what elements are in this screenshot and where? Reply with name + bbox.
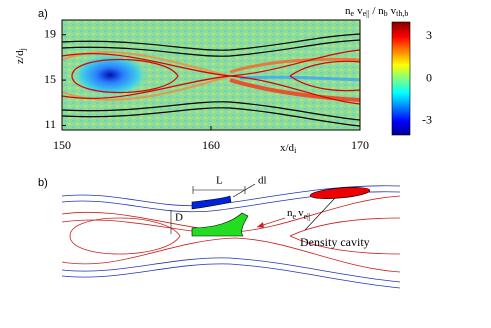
- flux-arrowhead: [257, 222, 264, 228]
- density-cavity: [309, 187, 371, 199]
- x-axis-label-text: x/d: [280, 142, 295, 154]
- colorbar-tick-label: 3: [426, 28, 432, 42]
- x-axis-label: x/di: [280, 142, 297, 155]
- colorbar-label-sub: b: [384, 9, 388, 18]
- flux-sub: e||: [304, 212, 311, 221]
- x-tick-label: 160: [202, 138, 220, 152]
- y-axis-label-text: z/d: [14, 50, 26, 64]
- y-tick-label: 11: [44, 117, 56, 131]
- flux-text: n: [287, 207, 293, 219]
- colorbar-label: ne ve|| / nb vth,b: [345, 5, 408, 18]
- contour: [289, 60, 361, 92]
- colorbar-label-text: v: [391, 5, 397, 17]
- field-line: [289, 217, 401, 255]
- leader: [304, 197, 336, 231]
- current-band: [239, 75, 361, 82]
- field-line: [61, 263, 401, 289]
- field-line: [61, 257, 401, 283]
- panel-label: b): [38, 177, 48, 189]
- y-tick-label: 15: [44, 72, 56, 86]
- flux-text: v: [298, 207, 304, 219]
- contour: [61, 107, 361, 127]
- flux-sub: e: [293, 212, 297, 221]
- contour: [61, 75, 361, 105]
- contours: [61, 33, 361, 127]
- colorbar-label-text: n: [345, 5, 351, 17]
- x-axis-label-sub: i: [294, 146, 297, 155]
- current-band: [229, 78, 361, 102]
- colorbar-tick-label: 0: [426, 70, 432, 84]
- field-line: [61, 237, 401, 273]
- island: [72, 53, 148, 97]
- colorbar-label-text: v: [357, 5, 363, 17]
- cavity-label: Density cavity: [300, 235, 370, 249]
- colorbar: [391, 21, 411, 136]
- y-axis-label-sub: j: [18, 48, 27, 51]
- contour: [61, 101, 361, 121]
- colorbar-label-sub: th,b: [396, 9, 408, 18]
- field-line: [69, 217, 181, 255]
- y-tick-label: 19: [44, 26, 56, 40]
- flux-label: ne ve||: [287, 207, 310, 221]
- panel-label: a): [38, 8, 48, 20]
- contour: [71, 58, 179, 94]
- y-axis-label: z/dj: [14, 48, 27, 64]
- length-label: L: [216, 175, 223, 187]
- x-tick-label: 170: [351, 138, 369, 152]
- colorbar-label-sub: e||: [363, 9, 370, 18]
- leader: [232, 183, 256, 198]
- colorbar-tick-label: -3: [422, 113, 432, 127]
- flux-region: [191, 212, 249, 237]
- colorbar-label-text: / n: [372, 5, 384, 17]
- current-band: [229, 57, 361, 74]
- x-tick-label: 150: [53, 138, 71, 152]
- contour: [61, 39, 361, 57]
- contour: [61, 33, 361, 51]
- flux-tube: [191, 195, 232, 210]
- width-label: D: [175, 212, 183, 224]
- colorbar-label-sub: e: [351, 9, 355, 18]
- heatmap: [61, 20, 361, 130]
- axes: 150 160 170 19 15 11 3 0 -3: [44, 26, 432, 151]
- element-label: dl: [258, 175, 267, 187]
